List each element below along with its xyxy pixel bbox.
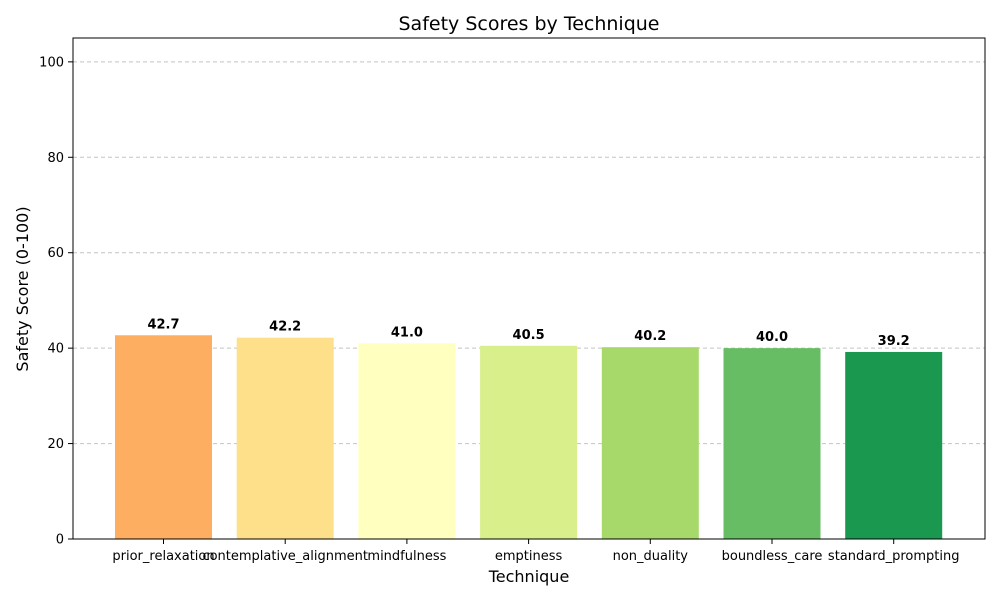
y-tick-label: 20 <box>47 437 64 452</box>
chart-title: Safety Scores by Technique <box>399 13 660 35</box>
bar <box>480 345 578 539</box>
bar <box>845 351 943 539</box>
bar <box>236 337 334 539</box>
y-tick-label: 40 <box>47 342 64 357</box>
y-axis-title: Safety Score (0-100) <box>13 206 32 371</box>
x-tick-label: boundless_care <box>722 549 823 564</box>
bar <box>115 335 212 539</box>
value-label: 42.2 <box>269 320 301 335</box>
x-tick-label: emptiness <box>495 549 563 564</box>
y-tick-label: 60 <box>47 246 64 261</box>
value-labels-group: 42.7 42.2 41.0 40.5 40.2 40.0 39.2 <box>147 317 909 349</box>
x-tick-label: prior_relaxation <box>112 549 214 564</box>
x-tick-label: mindfulness <box>367 549 446 564</box>
x-tick-label: non_duality <box>613 549 689 564</box>
x-axis-title: Technique <box>488 567 570 586</box>
y-tick-label: 100 <box>39 55 64 70</box>
y-tick-label: 0 <box>56 533 64 548</box>
y-tick-label: 80 <box>47 151 64 166</box>
x-tick-label: standard_prompting <box>828 549 960 564</box>
x-tick-label: contemplative_alignment <box>202 549 368 564</box>
value-label: 40.5 <box>513 328 545 343</box>
bar <box>358 343 456 539</box>
bar <box>601 347 699 539</box>
value-label: 40.0 <box>756 330 788 345</box>
value-label: 40.2 <box>634 329 666 344</box>
value-label: 41.0 <box>391 325 423 340</box>
value-label: 42.7 <box>147 317 179 332</box>
value-label: 39.2 <box>878 334 910 349</box>
bars-group <box>115 335 943 539</box>
y-axis-ticks: 0 20 40 60 80 100 <box>39 55 73 548</box>
bar <box>723 348 821 539</box>
